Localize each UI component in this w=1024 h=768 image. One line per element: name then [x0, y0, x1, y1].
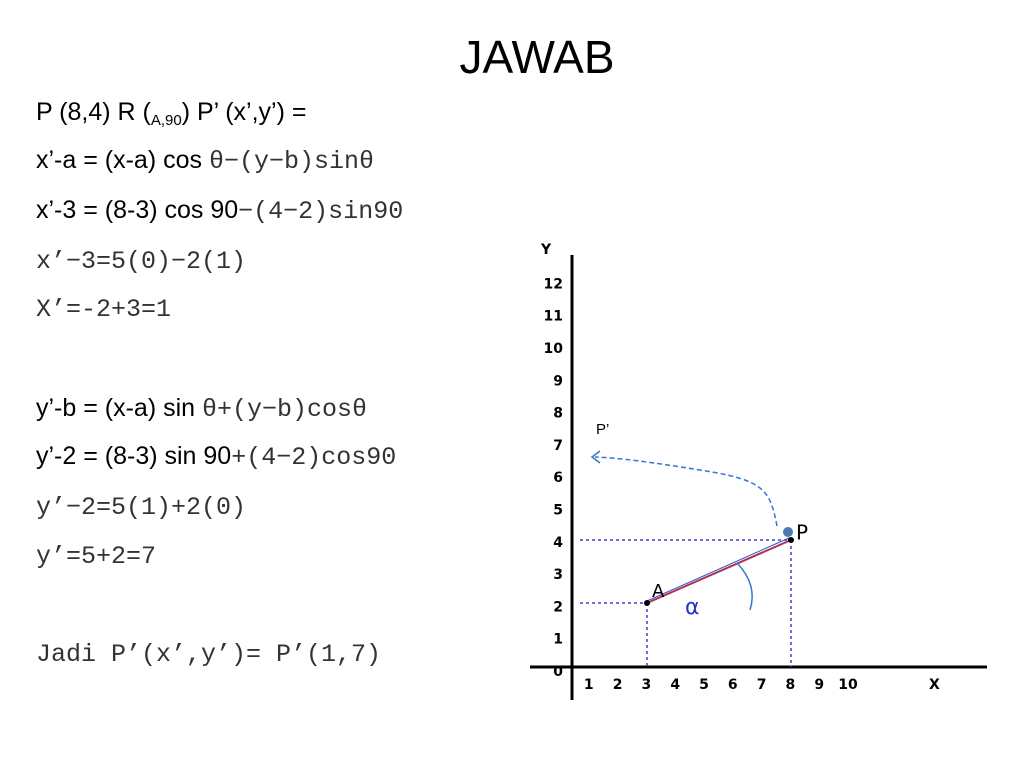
- text-line: x’-3 = (8-3) cos 90−(4−2)sin90: [36, 196, 403, 226]
- text-line: x’-a = (x-a) cos θ−(y−b)sinθ: [36, 146, 374, 176]
- text-line: y’-b = (x-a) sin θ+(y−b)cosθ: [36, 394, 367, 424]
- y-tick-label: 9: [553, 373, 563, 389]
- text-part: θ+(y−b)cosθ: [202, 395, 368, 424]
- y-tick-label: 11: [544, 309, 563, 325]
- text-part: y’−2=5(1)+2(0): [36, 493, 247, 522]
- x-tick-label: 5: [699, 677, 709, 693]
- point-p: [788, 537, 794, 543]
- text-line: y’−2=5(1)+2(0): [36, 492, 246, 522]
- x-tick-label: 2: [613, 677, 623, 693]
- arrow-head: [590, 450, 601, 464]
- y-tick-label: 8: [553, 406, 563, 422]
- y-tick-label: 7: [553, 438, 563, 454]
- y-tick-label: 3: [553, 567, 563, 583]
- x-tick-label: 3: [642, 677, 652, 693]
- text-line: y’=5+2=7: [36, 541, 156, 571]
- text-part: y’=5+2=7: [36, 542, 157, 571]
- x-tick-label: 7: [757, 677, 767, 693]
- x-tick-label: 6: [728, 677, 738, 693]
- x-tick-label: 1: [584, 677, 594, 693]
- y-tick-label: 12: [544, 276, 563, 292]
- slide-title: JAWAB: [459, 31, 615, 83]
- y-axis-label: Y: [540, 242, 552, 258]
- text-part: +(4−2)cos90: [231, 443, 397, 472]
- x-tick-label: 8: [786, 677, 796, 693]
- text-part: y’-2 = (8-3) sin 90: [36, 442, 232, 470]
- y-tick-label: 10: [544, 341, 564, 357]
- text-part: x’-3 = (8-3) cos 90: [36, 196, 239, 224]
- guide-lines: [580, 539, 792, 667]
- text-line: X’=-2+3=1: [36, 294, 171, 324]
- angle-arc: [736, 562, 753, 611]
- x-tick-label: 9: [814, 677, 824, 693]
- y-tick-label: 4: [553, 535, 563, 551]
- text-part: Jadi P’(x’,y’)= P’(1,7): [36, 640, 382, 669]
- y-tick-label: 6: [553, 470, 563, 486]
- text-line: P (8,4) R (A,90) P’ (x’,y’) =: [36, 98, 306, 129]
- point-p-prime-label: P’: [596, 421, 609, 438]
- segment-ap-shadow: [646, 537, 790, 602]
- x-tick-label: 10: [838, 677, 858, 693]
- rotation-arrow: [594, 456, 778, 527]
- y-tick-label: 2: [553, 599, 563, 615]
- y-tick-label: 1: [553, 632, 563, 648]
- text-part: θ−(y−b)sinθ: [208, 147, 374, 176]
- point-p-label: P: [796, 521, 808, 545]
- x-tick-label: 4: [670, 677, 680, 693]
- angle-label: α: [685, 595, 700, 620]
- point-p-marker: [783, 527, 793, 537]
- text-line: y’-2 = (8-3) sin 90+(4−2)cos90: [36, 442, 396, 472]
- point-a-label: A: [652, 581, 665, 602]
- y-tick-label: 0: [553, 664, 563, 680]
- text-part: x’-a = (x-a) cos: [36, 146, 209, 174]
- y-tick-label: 5: [553, 503, 563, 519]
- text-part: P (8,4) R (: [36, 98, 151, 126]
- segment-ap: [646, 539, 792, 604]
- text-part: X’=-2+3=1: [36, 295, 172, 324]
- text-part: x’−3=5(0)−2(1): [36, 247, 247, 276]
- point-a: [644, 600, 650, 606]
- x-axis-label: X: [929, 677, 940, 693]
- text-part: −(4−2)sin90: [238, 197, 404, 226]
- text-part: A,90: [150, 112, 182, 129]
- text-line: Jadi P’(x’,y’)= P’(1,7): [36, 639, 381, 669]
- text-part: ) P’ (x’,y’) =: [181, 98, 307, 126]
- text-line: x’−3=5(0)−2(1): [36, 246, 246, 276]
- text-part: y’-b = (x-a) sin: [36, 394, 203, 422]
